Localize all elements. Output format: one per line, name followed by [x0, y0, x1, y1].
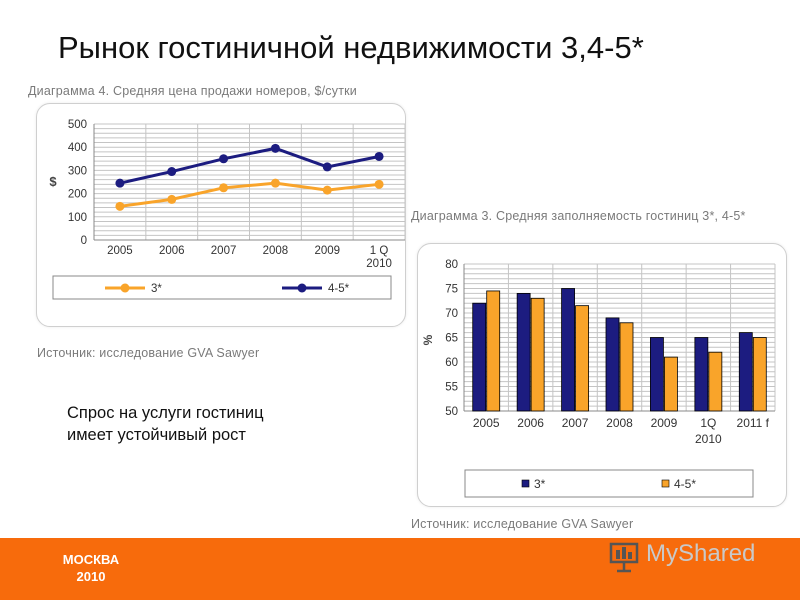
data-point [219, 154, 229, 164]
y-tick-label: 100 [68, 212, 87, 224]
bar [516, 293, 531, 412]
chart3-caption: Диаграмма 3. Средняя заполняемость гости… [411, 209, 746, 223]
demand-note-line-2: имеет устойчивый рост [67, 426, 246, 444]
x-tick-label: 2005 [473, 416, 500, 430]
legend-box [464, 469, 754, 498]
bar [575, 305, 589, 412]
series-line [119, 146, 380, 185]
logo-text: MyShared [646, 540, 756, 567]
data-point [322, 185, 332, 195]
bar [708, 351, 723, 412]
x-tick-label: 2009 [314, 245, 340, 257]
x-tick-label: 2006 [517, 416, 544, 430]
legend-label: 4-5* [328, 283, 350, 295]
bar-chart: 50 55 60 65 70 75 80 2005 2006 2007 2008 2009 1Q 2010… [421, 259, 776, 498]
x-tick-label: 2006 [159, 245, 185, 257]
y-tick-label: 400 [68, 142, 87, 154]
x-tick-label: 2011 f [737, 416, 770, 430]
slide-title: Рынок гостиничной недвижимости 3,4-5* [58, 30, 644, 65]
x-tick-label: 1Q [700, 416, 716, 430]
y-tick-label: 60 [445, 357, 458, 369]
data-point [322, 162, 332, 172]
bar [650, 337, 664, 412]
y-tick-label: 200 [68, 189, 87, 201]
y-tick-label: 0 [81, 235, 87, 247]
x-tick-label: 2008 [606, 416, 633, 430]
legend-swatch [521, 479, 530, 488]
x-tick-label: 2005 [107, 245, 133, 257]
data-point [115, 201, 125, 211]
line-chart: 0 100 200 300 400 500 2005 2006 2007 2008 2009 1 Q2… [49, 119, 405, 300]
footer-bar [0, 538, 800, 600]
bar [664, 356, 678, 412]
bar [561, 288, 575, 412]
data-point [374, 151, 384, 161]
x-tick-label: 2008 [263, 245, 289, 257]
y-tick-label: 500 [68, 119, 87, 131]
y-tick-label: 65 [445, 333, 458, 345]
footer-year: 2010 [76, 569, 106, 584]
legend-swatch [661, 479, 670, 488]
demand-note-line-1: Спрос на услуги гостиниц [67, 404, 264, 422]
y-tick-label: 300 [68, 165, 87, 177]
x-tick-label: 2010 [366, 258, 392, 270]
presentation-icon [609, 542, 639, 573]
bar [738, 332, 753, 412]
bar [619, 322, 634, 412]
y-axis-label: % [421, 334, 435, 345]
data-point [167, 167, 177, 177]
footer-city: МОСКВА 2010 [59, 551, 123, 585]
x-tick-label: 1 Q [370, 245, 389, 257]
series-line [119, 181, 380, 208]
bar [530, 297, 545, 412]
x-tick-label: 2010 [695, 432, 722, 446]
data-point [270, 143, 280, 153]
x-tick-label: 2007 [562, 416, 589, 430]
bar [752, 337, 767, 412]
y-tick-label: 55 [445, 382, 458, 394]
y-tick-label: 80 [445, 259, 458, 271]
legend-label: 3* [151, 283, 162, 295]
legend-marker [297, 283, 307, 293]
y-axis-label: $ [49, 174, 57, 189]
legend-marker [120, 283, 130, 293]
chart3-source: Источник: исследование GVA Sawyer [411, 517, 634, 531]
bar [472, 302, 487, 412]
data-point [219, 183, 229, 193]
legend-label: 3* [534, 477, 546, 491]
x-tick-label: 2009 [651, 416, 678, 430]
x-tick-label: 2007 [211, 245, 237, 257]
chart4-source: Источник: исследование GVA Sawyer [37, 346, 260, 360]
bar [605, 317, 620, 412]
legend-label: 4-5* [674, 477, 696, 491]
data-point [115, 178, 125, 188]
y-tick-label: 75 [445, 284, 458, 296]
data-point [270, 178, 280, 188]
demand-note: Спрос на услуги гостиниц имеет устойчивы… [67, 402, 264, 446]
chart4-caption: Диаграмма 4. Средняя цена продажи номеро… [28, 84, 357, 98]
bar-chart-panel: 50 55 60 65 70 75 80 2005 2006 2007 2008 2009 1Q 2010… [417, 243, 787, 507]
data-point [167, 194, 177, 204]
y-tick-label: 50 [445, 406, 458, 418]
data-point [374, 179, 384, 189]
bar [694, 337, 709, 412]
footer-city-name: МОСКВА [62, 552, 120, 567]
y-tick-label: 70 [445, 308, 458, 320]
bar [486, 290, 501, 412]
legend-box [52, 275, 392, 300]
